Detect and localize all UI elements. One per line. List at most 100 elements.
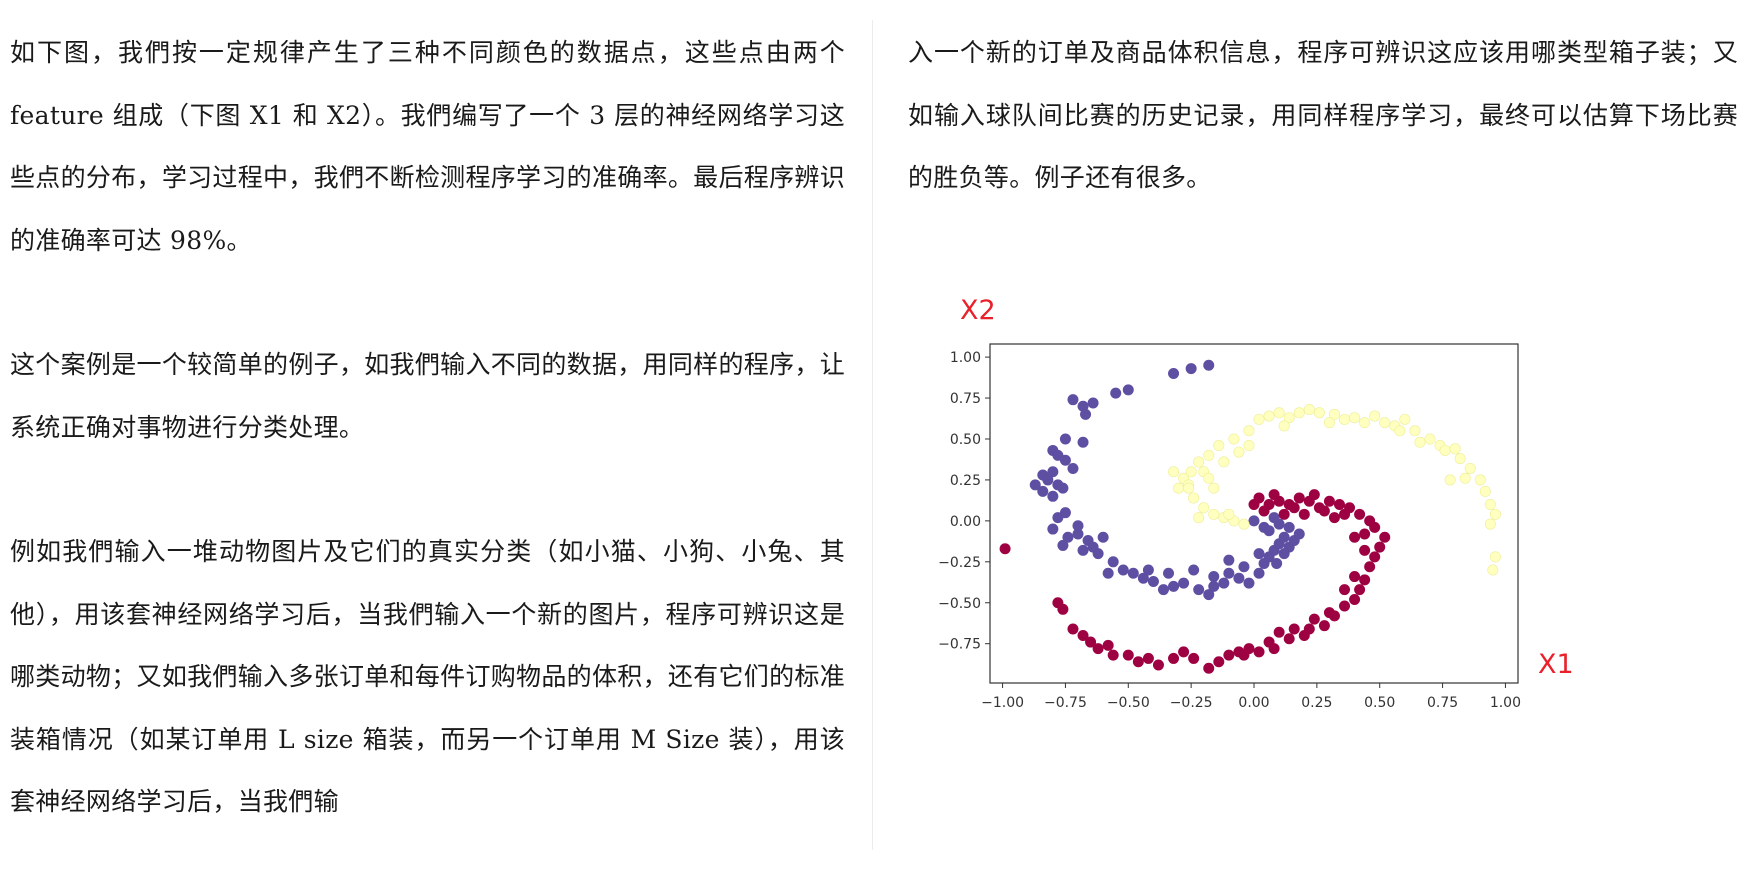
data-point-yellow: [1444, 474, 1456, 486]
data-point-purple: [1208, 571, 1220, 583]
data-point-red: [1077, 630, 1089, 642]
data-point-yellow: [1208, 508, 1220, 520]
data-point-red: [1288, 623, 1300, 635]
y-tick-label: 0.50: [950, 432, 981, 448]
x-tick-label: 0.50: [1364, 695, 1395, 711]
document-page: 如下图，我們按一定规律产生了三种不同颜色的数据点，这些点由两个 feature …: [10, 20, 1738, 850]
data-point-yellow: [1359, 417, 1371, 429]
data-point-red: [1057, 603, 1069, 615]
x-tick-label: 0.25: [1301, 695, 1332, 711]
data-point-yellow: [1369, 410, 1381, 422]
data-point-red: [1293, 492, 1305, 504]
data-point-purple: [1142, 564, 1154, 576]
data-point-yellow: [1313, 407, 1325, 419]
data-point-purple: [1110, 387, 1122, 399]
data-point-purple: [1268, 512, 1280, 524]
data-point-yellow: [1439, 444, 1451, 456]
x-tick-label: 1.00: [1490, 695, 1521, 711]
x-axis-ticks: −1.00 −0.75 −0.50 −0.25 0.00 0.25 0.50 0.75 1.00: [981, 683, 1521, 711]
data-point-yellow: [1193, 512, 1205, 524]
data-point-yellow: [1218, 456, 1230, 468]
data-point-purple: [1188, 564, 1200, 576]
data-point-red: [1132, 656, 1144, 668]
x-tick-label: −0.25: [1170, 695, 1213, 711]
data-point-purple: [1185, 363, 1197, 375]
x-tick-label: −0.75: [1044, 695, 1087, 711]
data-point-purple: [1059, 433, 1071, 445]
data-point-purple: [1193, 584, 1205, 596]
data-point-purple: [1029, 479, 1041, 491]
data-point-red: [1318, 620, 1330, 632]
data-point-yellow: [1394, 425, 1406, 437]
data-point-yellow: [1183, 482, 1195, 494]
data-point-yellow: [1349, 412, 1361, 424]
data-point-red: [1223, 649, 1235, 661]
data-point-yellow: [1185, 466, 1197, 478]
x-tick-label: 0.00: [1238, 695, 1269, 711]
data-point-red: [1152, 659, 1164, 671]
data-point-red: [1067, 623, 1079, 635]
data-point-red: [1328, 512, 1340, 524]
data-point-yellow: [1379, 417, 1391, 429]
data-point-red: [1203, 662, 1215, 674]
data-point-purple: [1037, 485, 1049, 497]
data-point-red: [1248, 498, 1260, 510]
data-point-yellow: [1193, 456, 1205, 468]
paragraph-intro: 如下图，我們按一定规律产生了三种不同颜色的数据点，这些点由两个 feature …: [10, 38, 845, 255]
data-point-purple: [1117, 564, 1129, 576]
data-point-red: [1268, 643, 1280, 655]
data-point-purple: [1278, 531, 1290, 543]
data-point-purple: [1283, 521, 1295, 533]
right-column: 入一个新的订单及商品体积信息，程序可辨识这应该用哪类型箱子装；又如输入球队间比赛…: [908, 22, 1738, 272]
data-point-purple: [1062, 531, 1074, 543]
data-point-yellow: [1223, 508, 1235, 520]
column-divider: [872, 20, 873, 850]
data-point-purple: [1052, 512, 1064, 524]
data-point-red: [1168, 652, 1180, 664]
data-point-purple: [1080, 408, 1092, 420]
data-point-purple: [1067, 462, 1079, 474]
data-point-yellow: [1203, 449, 1215, 461]
data-point-red: [1188, 652, 1200, 664]
data-point-red: [1369, 551, 1381, 563]
data-point-yellow: [1198, 502, 1210, 514]
data-point-yellow: [1323, 417, 1335, 429]
y-tick-label: 0.25: [950, 473, 981, 489]
data-point-purple: [1067, 394, 1079, 406]
data-point-red: [1268, 489, 1280, 501]
data-point-yellow: [1228, 433, 1240, 445]
data-point-purple: [1218, 577, 1230, 589]
data-point-purple: [1248, 515, 1260, 527]
data-point-red: [1339, 600, 1351, 612]
data-point-purple: [1203, 359, 1215, 371]
data-point-yellow: [1278, 420, 1290, 432]
data-point-red: [1213, 656, 1225, 668]
data-point-purple: [1147, 575, 1159, 587]
data-point-purple: [1253, 548, 1265, 560]
data-point-yellow: [1484, 498, 1496, 510]
paragraph-continuation: 入一个新的订单及商品体积信息，程序可辨识这应该用哪类型箱子装；又如输入球队间比赛…: [908, 38, 1738, 192]
data-point-yellow: [1424, 433, 1436, 445]
paragraph-example: 这个案例是一个较简单的例子，如我們输入不同的数据，用同样的程序，让系统正确对事物…: [10, 350, 845, 442]
data-point-purple: [1077, 544, 1089, 556]
data-point-yellow: [1293, 407, 1305, 419]
data-point-yellow: [1464, 462, 1476, 474]
data-point-purple: [1178, 577, 1190, 589]
data-point-red: [1354, 584, 1366, 596]
data-point-red: [1238, 649, 1250, 661]
data-point-red: [1273, 626, 1285, 638]
data-point-yellow: [1484, 518, 1496, 530]
data-point-yellow: [1208, 482, 1220, 494]
data-point-purple: [1243, 577, 1255, 589]
data-point-red: [1253, 646, 1265, 658]
data-point-yellow: [1238, 518, 1250, 530]
data-point-purple: [1263, 525, 1275, 537]
data-point-yellow: [1459, 472, 1471, 484]
data-point-red: [1349, 593, 1361, 605]
data-point-purple: [1293, 528, 1305, 540]
data-point-purple: [1077, 436, 1089, 448]
data-point-yellow: [1283, 412, 1295, 424]
data-point-purple: [1057, 539, 1069, 551]
data-point-purple: [1223, 554, 1235, 566]
y-tick-label: 0.75: [950, 391, 981, 407]
